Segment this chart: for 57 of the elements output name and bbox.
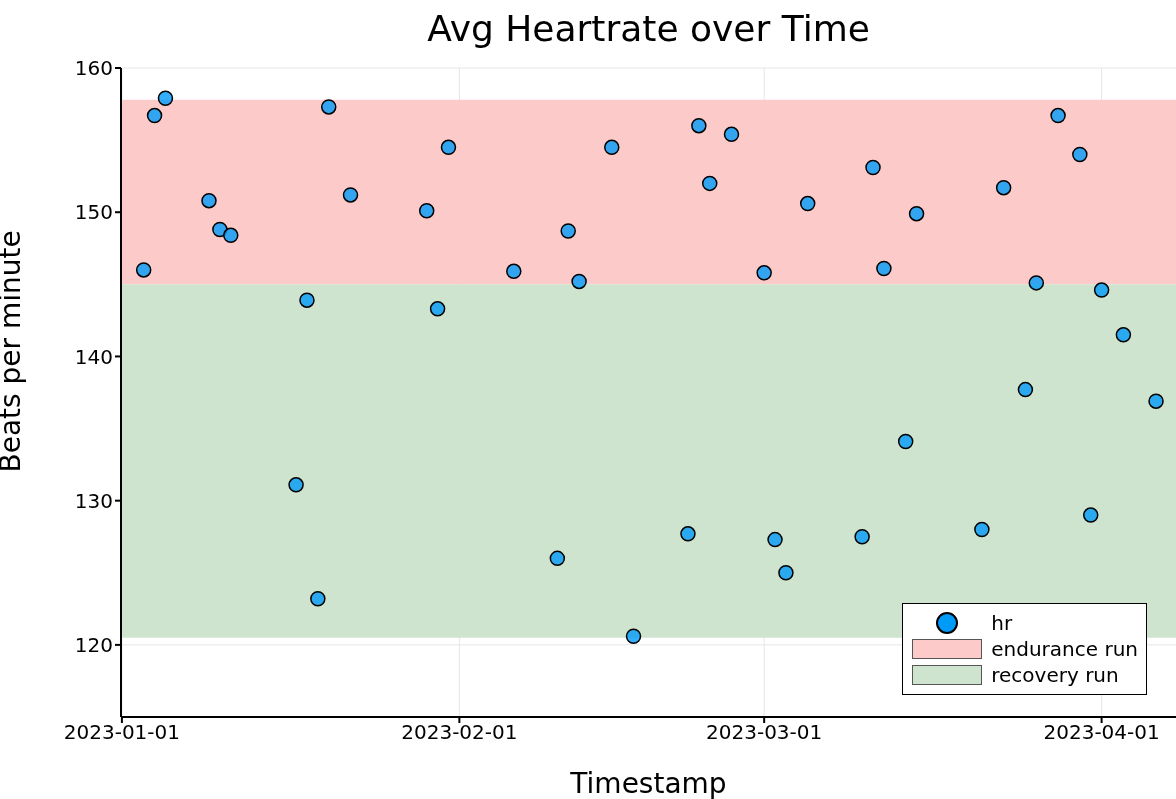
point bbox=[625, 628, 642, 644]
point bbox=[157, 90, 174, 107]
x-tick-label: 2023-01-01 bbox=[63, 720, 181, 745]
point bbox=[756, 265, 772, 281]
point bbox=[701, 175, 718, 192]
chart-title: Avg Heartrate over Time bbox=[426, 8, 871, 49]
point bbox=[778, 565, 794, 581]
band-label: recovery run bbox=[991, 662, 1119, 688]
point bbox=[440, 139, 457, 156]
point bbox=[799, 195, 816, 212]
x-tick-label: 2023-03-01 bbox=[706, 720, 823, 745]
y-tick-label: 160 bbox=[74, 56, 113, 81]
point bbox=[135, 262, 152, 278]
point bbox=[1115, 327, 1132, 343]
point bbox=[1028, 275, 1045, 291]
point bbox=[767, 531, 783, 548]
point bbox=[1148, 393, 1164, 409]
y-tick-label: 120 bbox=[74, 632, 113, 657]
point bbox=[288, 477, 304, 493]
point bbox=[723, 126, 740, 143]
point bbox=[876, 260, 892, 277]
point bbox=[571, 273, 587, 290]
point bbox=[560, 223, 576, 239]
point bbox=[974, 521, 990, 538]
point bbox=[865, 159, 881, 176]
point bbox=[299, 292, 315, 308]
point bbox=[1093, 282, 1110, 298]
x-axis-title: Timestamp bbox=[569, 767, 727, 799]
point bbox=[1017, 381, 1034, 398]
point bbox=[995, 179, 1012, 196]
point bbox=[212, 221, 228, 238]
point bbox=[429, 301, 446, 317]
x-tick-label: 2023-02-01 bbox=[401, 720, 518, 745]
point bbox=[223, 227, 239, 244]
y-tick-label: 130 bbox=[74, 488, 113, 513]
point bbox=[691, 117, 707, 134]
point bbox=[320, 99, 337, 115]
y-tick-label: 140 bbox=[74, 344, 113, 369]
legend-label: endurance run bbox=[991, 636, 1138, 662]
point bbox=[897, 433, 914, 450]
point bbox=[310, 590, 326, 607]
point bbox=[146, 107, 163, 124]
point bbox=[908, 205, 925, 222]
point bbox=[506, 263, 522, 280]
point bbox=[1082, 507, 1099, 523]
point bbox=[201, 192, 217, 209]
x-tick-label: 2023-04-01 bbox=[1043, 720, 1160, 745]
point bbox=[342, 187, 359, 203]
legend-label: hr bbox=[991, 610, 1013, 636]
point bbox=[1072, 146, 1088, 163]
y-tick-label: 150 bbox=[74, 200, 113, 225]
point bbox=[1050, 107, 1066, 124]
point bbox=[604, 139, 620, 156]
point bbox=[418, 203, 435, 219]
point bbox=[854, 528, 870, 545]
point bbox=[680, 526, 696, 542]
point bbox=[549, 550, 566, 567]
